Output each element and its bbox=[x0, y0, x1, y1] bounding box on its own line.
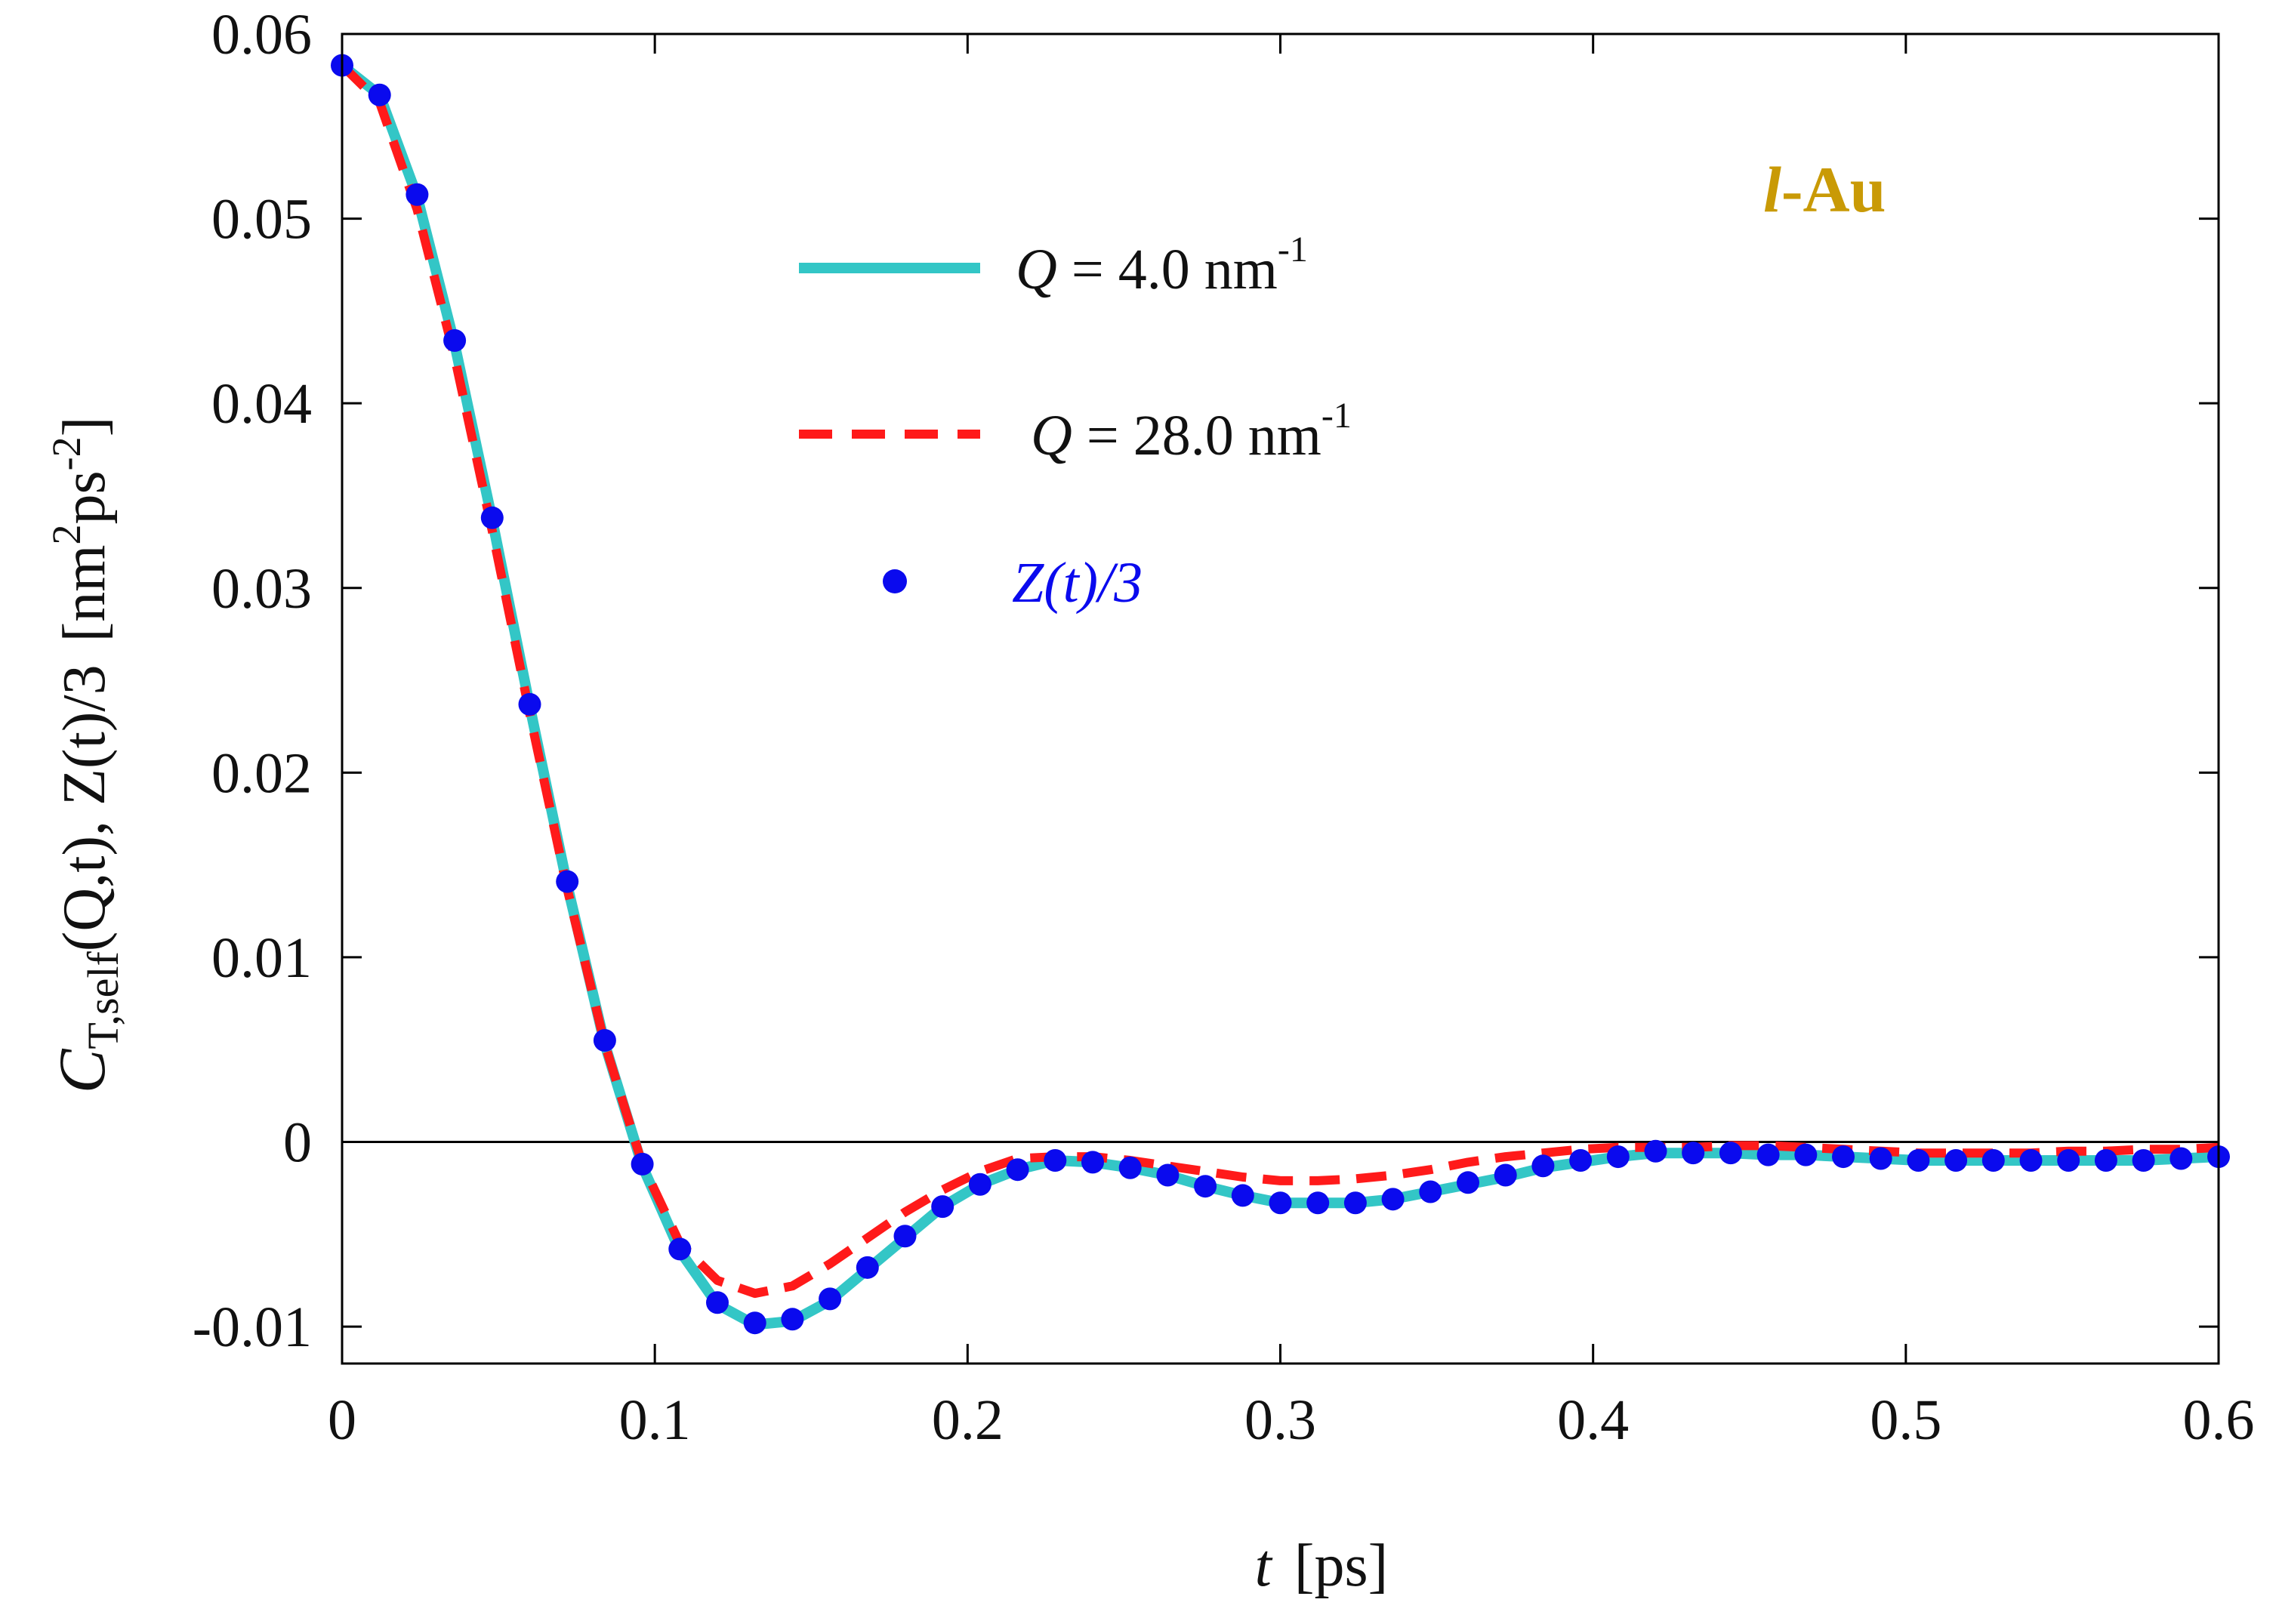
zt-point-3 bbox=[443, 329, 467, 353]
legend-q28-text: = 28.0 nm bbox=[1072, 404, 1321, 467]
legend-marker-zt bbox=[883, 569, 907, 593]
zt-point-28 bbox=[1381, 1188, 1405, 1211]
zt-point-16 bbox=[931, 1195, 954, 1219]
zt-point-31 bbox=[1494, 1163, 1517, 1187]
zt-point-20 bbox=[1081, 1151, 1104, 1174]
zt-point-15 bbox=[893, 1225, 917, 1248]
legend-label-zt: Z(t)/3 bbox=[1012, 551, 1143, 615]
y-tick-label-1: 0 bbox=[283, 1111, 312, 1175]
x-tick-label-1: 0.1 bbox=[619, 1388, 691, 1452]
y-tick-label-6: 0.05 bbox=[211, 188, 312, 251]
zt-point-37 bbox=[1719, 1142, 1742, 1165]
zt-point-27 bbox=[1343, 1191, 1367, 1215]
zt-point-44 bbox=[1981, 1148, 2005, 1172]
legend-q28-var: Q bbox=[1031, 404, 1072, 467]
zt-point-2 bbox=[406, 183, 429, 206]
zt-point-47 bbox=[2094, 1148, 2117, 1172]
zt-point-35 bbox=[1644, 1139, 1667, 1163]
zt-point-10 bbox=[706, 1291, 729, 1314]
x-axis-var: t bbox=[1255, 1533, 1273, 1599]
zt-point-1 bbox=[368, 83, 391, 106]
y-axis-label: CT,self(Q,t), Z(t)/3 [nm2ps-2] bbox=[44, 417, 128, 1094]
y-tick-label-2: 0.01 bbox=[211, 926, 312, 990]
x-axis-unit: [ps] bbox=[1294, 1533, 1388, 1599]
x-tick-label-2: 0.2 bbox=[932, 1388, 1004, 1452]
y-axis-args: (Q,t), Z(t)/3 bbox=[51, 664, 118, 951]
zt-point-36 bbox=[1682, 1142, 1705, 1165]
zt-point-6 bbox=[556, 870, 579, 893]
zt-point-41 bbox=[1869, 1147, 1892, 1170]
zt-point-39 bbox=[1794, 1143, 1818, 1166]
zt-point-45 bbox=[2019, 1148, 2043, 1172]
zt-point-24 bbox=[1231, 1184, 1254, 1207]
zt-point-23 bbox=[1194, 1175, 1217, 1198]
zt-point-8 bbox=[631, 1152, 654, 1176]
legend: Q = 4.0 nm-1 Q = 28.0 nm-1 Z(t)/3 bbox=[799, 230, 1352, 615]
y-tick-label-7: 0.06 bbox=[211, 3, 312, 66]
x-axis-label: t [ps] bbox=[1255, 1533, 1389, 1599]
series-1 bbox=[338, 62, 2219, 1299]
y-axis-c-sub: T,self bbox=[79, 951, 128, 1049]
legend-q4-exp: -1 bbox=[1278, 230, 1308, 270]
series-line-q28 bbox=[338, 62, 2219, 1299]
legend-q28-exp: -1 bbox=[1321, 396, 1352, 436]
annotation-italic-l: l bbox=[1763, 153, 1781, 226]
y-tick-label-0: -0.01 bbox=[193, 1296, 312, 1359]
y-axis-unit-exp1: 2 bbox=[44, 524, 89, 544]
zt-point-9 bbox=[668, 1237, 692, 1261]
x-tick-label-6: 0.6 bbox=[2183, 1388, 2255, 1452]
legend-label-q4: Q = 4.0 nm-1 bbox=[1016, 230, 1308, 301]
zt-point-7 bbox=[593, 1028, 616, 1052]
zt-point-42 bbox=[1907, 1148, 1930, 1172]
y-axis-unit-end: ] bbox=[51, 417, 118, 437]
zt-point-43 bbox=[1944, 1148, 1968, 1172]
legend-q4-var: Q bbox=[1016, 238, 1057, 301]
zt-point-12 bbox=[781, 1308, 804, 1331]
zt-point-34 bbox=[1606, 1145, 1630, 1169]
series-layer bbox=[331, 54, 2230, 1335]
zt-point-18 bbox=[1006, 1158, 1029, 1182]
zt-point-4 bbox=[480, 506, 504, 529]
zt-point-26 bbox=[1306, 1191, 1330, 1215]
y-tick-label-5: 0.04 bbox=[211, 372, 312, 436]
zt-point-48 bbox=[2132, 1148, 2155, 1172]
zt-point-32 bbox=[1531, 1154, 1555, 1178]
x-tick-label-0: 0 bbox=[328, 1388, 356, 1452]
legend-q4-text: = 4.0 nm bbox=[1057, 238, 1278, 301]
annotation-rest: -Au bbox=[1781, 153, 1886, 226]
x-tick-label-5: 0.5 bbox=[1870, 1388, 1941, 1452]
y-axis-unit-mid: ps bbox=[51, 470, 118, 524]
zt-point-33 bbox=[1569, 1148, 1593, 1172]
x-tick-label-3: 0.3 bbox=[1244, 1388, 1316, 1452]
zt-point-40 bbox=[1832, 1145, 1855, 1169]
zt-point-21 bbox=[1118, 1156, 1142, 1179]
zt-point-22 bbox=[1156, 1163, 1180, 1187]
zt-point-11 bbox=[743, 1311, 766, 1335]
zt-point-29 bbox=[1419, 1180, 1442, 1203]
y-axis-c: C bbox=[46, 1048, 119, 1093]
zt-point-38 bbox=[1756, 1143, 1780, 1166]
x-tick-label-4: 0.4 bbox=[1557, 1388, 1629, 1452]
y-tick-label-3: 0.02 bbox=[211, 741, 312, 805]
zt-point-25 bbox=[1269, 1191, 1292, 1215]
legend-label-q28: Q = 28.0 nm-1 bbox=[1031, 396, 1352, 467]
zt-point-30 bbox=[1457, 1171, 1479, 1194]
y-axis-unit-base: [nm bbox=[51, 544, 118, 642]
y-tick-label-4: 0.03 bbox=[211, 557, 312, 621]
zt-point-13 bbox=[819, 1287, 842, 1311]
series-2 bbox=[331, 54, 2230, 1335]
material-annotation: l-Au bbox=[1763, 153, 1886, 226]
zt-point-17 bbox=[968, 1173, 991, 1196]
zt-point-49 bbox=[2170, 1147, 2193, 1170]
axes-layer: 0 0.1 0.2 0.3 0.4 0.5 0.6 -0.01 0 0.01 0.02 0.03 0.0… bbox=[193, 3, 2255, 1452]
zt-point-46 bbox=[2057, 1148, 2080, 1172]
zt-point-19 bbox=[1044, 1148, 1067, 1172]
y-axis-unit-exp2: -2 bbox=[44, 436, 89, 470]
zt-point-14 bbox=[856, 1256, 879, 1279]
zt-point-5 bbox=[518, 692, 541, 716]
